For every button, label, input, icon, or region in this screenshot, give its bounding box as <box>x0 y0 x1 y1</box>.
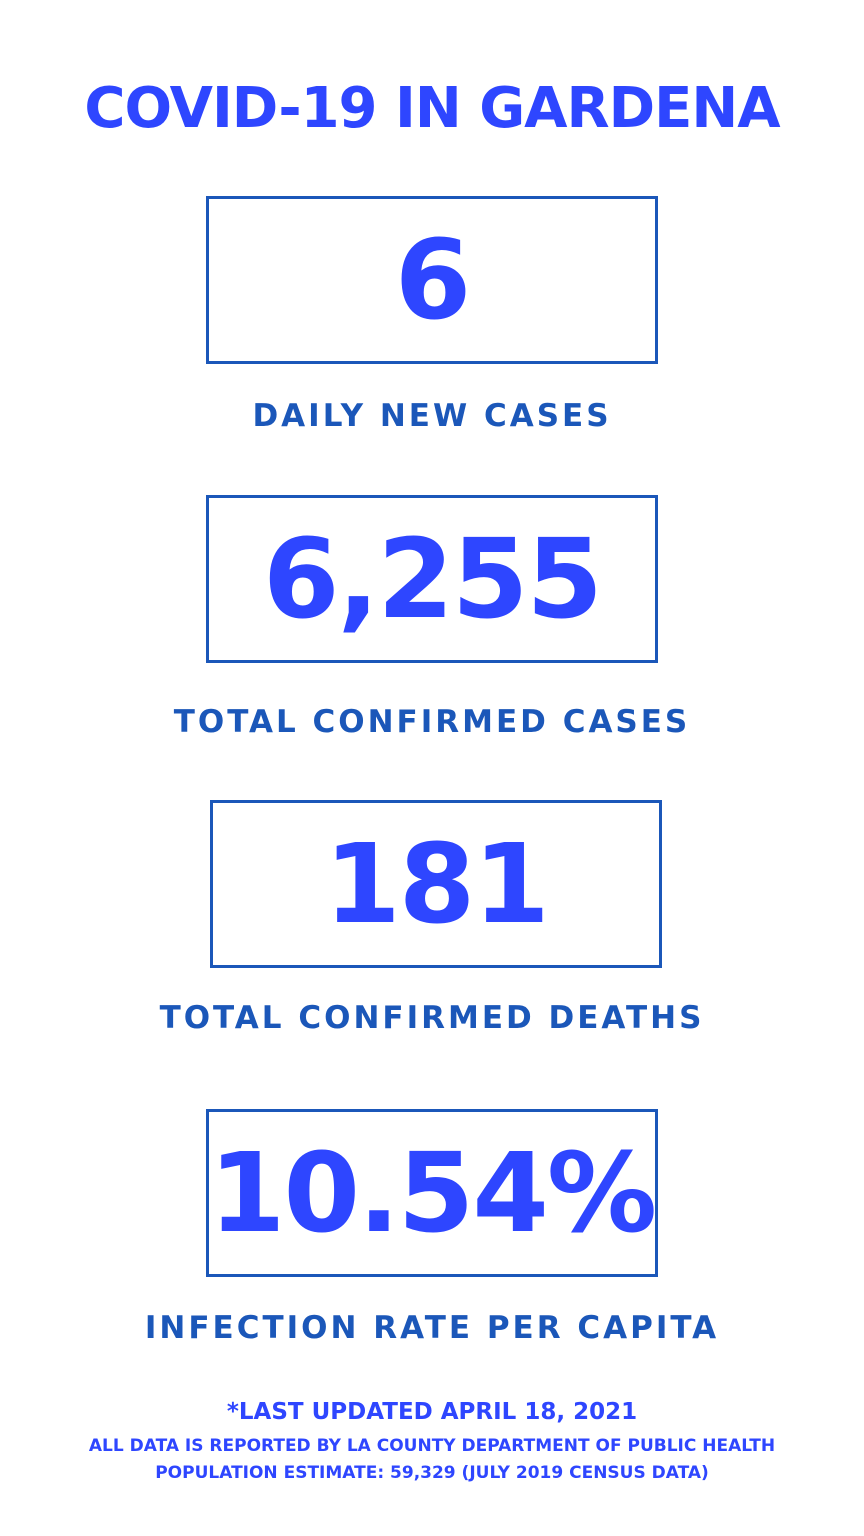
stat-value: 10.54% <box>208 1129 657 1257</box>
stat-label: TOTAL CONFIRMED CASES <box>173 704 691 740</box>
title: COVID-19 IN GARDENA <box>84 76 780 141</box>
stat-label: DAILY NEW CASES <box>252 398 612 434</box>
footer-population: POPULATION ESTIMATE: 59,329 (JULY 2019 C… <box>155 1463 709 1483</box>
stat-value: 6,255 <box>263 515 603 643</box>
stat-box: 181 <box>210 800 662 968</box>
footer-source: ALL DATA IS REPORTED BY LA COUNTY DEPART… <box>88 1436 776 1456</box>
stat-value: 6 <box>394 216 472 344</box>
stat-box: 10.54% <box>206 1109 658 1277</box>
stat-label: TOTAL CONFIRMED DEATHS <box>159 1000 705 1036</box>
stat-label: INFECTION RATE PER CAPITA <box>144 1310 720 1346</box>
footer-updated: *LAST UPDATED APRIL 18, 2021 <box>226 1399 638 1425</box>
stat-value: 181 <box>324 820 550 948</box>
stat-box: 6 <box>206 196 658 364</box>
stat-box: 6,255 <box>206 495 658 663</box>
